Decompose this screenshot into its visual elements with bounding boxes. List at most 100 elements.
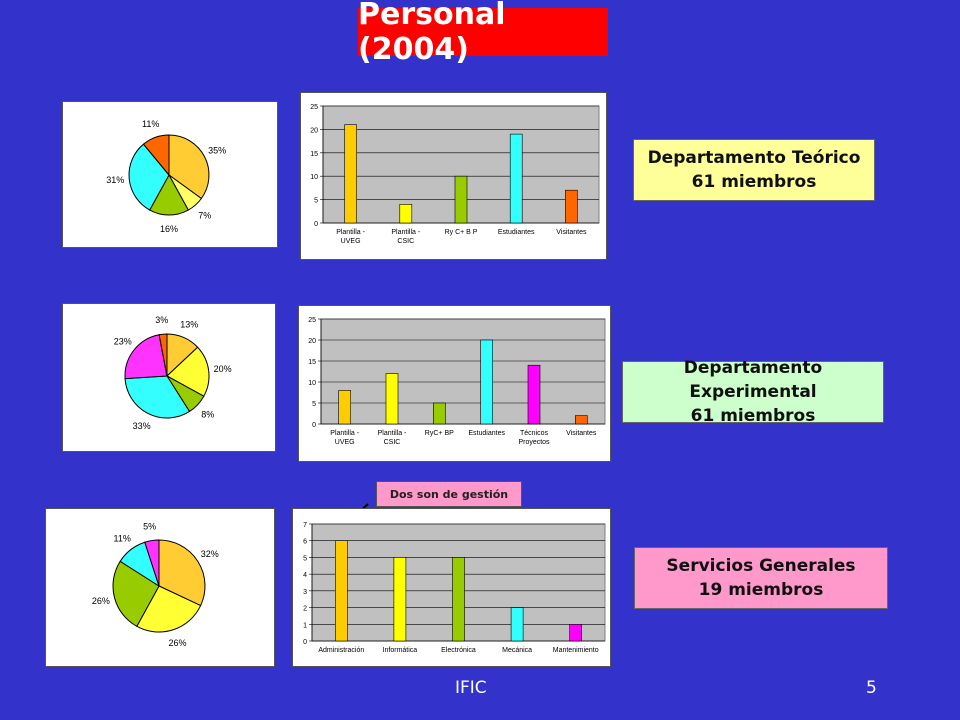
- pie-chart-servicios: 32% 26% 26% 11% 5%: [92, 522, 219, 648]
- bar-panel-experimental: 0 5 10 15 20 25 Plantilla -UVEG Plantilla -CSIC…: [298, 305, 611, 462]
- x-tick-label: Visitantes: [566, 430, 597, 437]
- pie-slice-label: 20%: [214, 364, 232, 374]
- bar: [433, 402, 446, 425]
- bar: [510, 607, 524, 642]
- bar: [338, 390, 352, 425]
- x-tick-label: Informática: [383, 647, 418, 654]
- pie-slice-label: 26%: [168, 638, 186, 648]
- y-tick-label: 0: [312, 422, 316, 429]
- pie-slice: [124, 375, 191, 419]
- pie-slice: [142, 134, 170, 177]
- x-tick-label: Plantilla -CSIC: [391, 229, 420, 245]
- x-tick-label: Estudiantes: [468, 430, 505, 437]
- department-name: Departamento Experimental: [683, 358, 823, 402]
- x-tick-label: Plantilla -UVEG: [330, 430, 359, 446]
- bar: [574, 415, 588, 425]
- pie-slice-label: 35%: [208, 146, 226, 156]
- pie-slice-label: 11%: [142, 119, 159, 129]
- pie-slice-label: 5%: [143, 522, 156, 532]
- bar: [509, 133, 523, 224]
- x-tick-label: Estudiantes: [498, 229, 535, 236]
- y-tick-label: 3: [303, 589, 307, 596]
- x-tick-label: Plantilla -CSIC: [378, 430, 407, 446]
- department-members: 61 miembros: [691, 172, 817, 192]
- department-members: 19 miembros: [698, 580, 824, 600]
- bar: [334, 540, 348, 642]
- y-tick-label: 0: [303, 639, 307, 646]
- pie-panel-teorico: 35% 7% 16% 31% 11%: [62, 101, 278, 248]
- y-tick-label: 4: [303, 572, 307, 579]
- pie-slice-label: 32%: [201, 549, 219, 559]
- page-number: 5: [866, 678, 877, 698]
- y-tick-label: 0: [314, 221, 318, 228]
- bar: [527, 364, 541, 425]
- bar-chart-teorico: 0 5 10 15 20 25 Plantilla -UVEG Plantilla -CSIC…: [310, 104, 600, 245]
- bar: [385, 373, 399, 425]
- bar: [393, 557, 407, 642]
- y-tick-label: 7: [303, 522, 307, 529]
- x-tick-label: Técnicos Proyectos: [518, 430, 550, 446]
- y-tick-label: 15: [308, 359, 316, 366]
- y-tick-label: 15: [310, 151, 318, 158]
- footer-left: IFIC: [455, 678, 487, 698]
- y-tick-label: 20: [308, 338, 316, 345]
- x-tick-label: RyC+ BP: [425, 430, 454, 437]
- y-tick-label: 5: [312, 401, 316, 408]
- bar-chart-servicios: 0 1 2 3 4 5 6 7 Administración Informática Electró…: [303, 522, 606, 654]
- pie-slice: [158, 539, 206, 607]
- bar-panel-servicios: 0 1 2 3 4 5 6 7 Administración Informática Electró…: [292, 508, 611, 667]
- pie-slice: [128, 143, 170, 211]
- pie-panel-experimental: 13% 20% 8% 33% 23% 3%: [62, 303, 276, 452]
- x-tick-label: Mantenimiento: [553, 647, 599, 654]
- bar: [480, 339, 493, 425]
- pie-slice-label: 33%: [133, 421, 151, 431]
- pie-slice-label: 8%: [201, 409, 214, 419]
- pie-slice: [158, 333, 168, 377]
- y-tick-label: 10: [308, 380, 316, 387]
- y-tick-label: 2: [303, 606, 307, 613]
- bar: [344, 124, 357, 224]
- department-members: 61 miembros: [690, 406, 816, 426]
- bar: [454, 175, 468, 224]
- pie-slice: [144, 539, 160, 587]
- pie-slice-label: 16%: [160, 224, 178, 234]
- y-tick-label: 10: [310, 174, 318, 181]
- y-tick-label: 20: [310, 127, 318, 134]
- pie-slice-label: 23%: [114, 337, 132, 347]
- x-tick-label: Mecánica: [502, 647, 532, 654]
- pie-slice: [124, 334, 168, 380]
- pie-slice-label: 31%: [106, 175, 124, 185]
- bar: [452, 557, 465, 642]
- department-box-experimental: Departamento Experimental 61 miembros: [622, 358, 884, 426]
- pie-slice: [112, 560, 160, 627]
- annotation-note: Dos son de gestión: [376, 481, 522, 507]
- y-tick-label: 5: [303, 555, 307, 562]
- pie-slice-label: 26%: [92, 596, 110, 606]
- bar: [569, 624, 583, 642]
- pie-slice: [168, 134, 210, 200]
- department-name: Servicios Generales: [666, 556, 856, 576]
- pie-panel-servicios: 32% 26% 26% 11% 5%: [45, 508, 275, 667]
- pie-slice-label: 13%: [180, 320, 198, 330]
- pie-slice: [166, 346, 210, 397]
- x-tick-label: Administración: [318, 647, 364, 654]
- bar-panel-teorico: 0 5 10 15 20 25 Plantilla -UVEG Plantilla -CSIC…: [300, 92, 607, 260]
- pie-slice-label: 7%: [198, 211, 211, 221]
- department-box-teorico: Departamento Teórico 61 miembros: [633, 139, 875, 201]
- y-tick-label: 1: [303, 622, 307, 629]
- x-tick-label: Plantilla -UVEG: [336, 229, 365, 245]
- plot-area: [320, 318, 606, 425]
- bar: [565, 189, 578, 224]
- y-tick-label: 5: [314, 198, 318, 205]
- x-tick-label: Visitantes: [556, 229, 587, 236]
- pie-slice-label: 3%: [155, 315, 168, 325]
- x-tick-label: Electrónica: [441, 647, 476, 654]
- x-tick-label: Ry C+ B P: [445, 229, 478, 236]
- slide-title: Personal (2004): [358, 0, 608, 67]
- y-tick-label: 6: [303, 539, 307, 546]
- pie-slice-label: 11%: [114, 534, 131, 544]
- bar-chart-experimental: 0 5 10 15 20 25 Plantilla -UVEG Plantilla -CSIC…: [308, 317, 606, 446]
- department-name: Departamento Teórico: [647, 148, 861, 168]
- pie-chart-experimental: 13% 20% 8% 33% 23% 3%: [114, 315, 232, 431]
- y-tick-label: 25: [308, 317, 316, 324]
